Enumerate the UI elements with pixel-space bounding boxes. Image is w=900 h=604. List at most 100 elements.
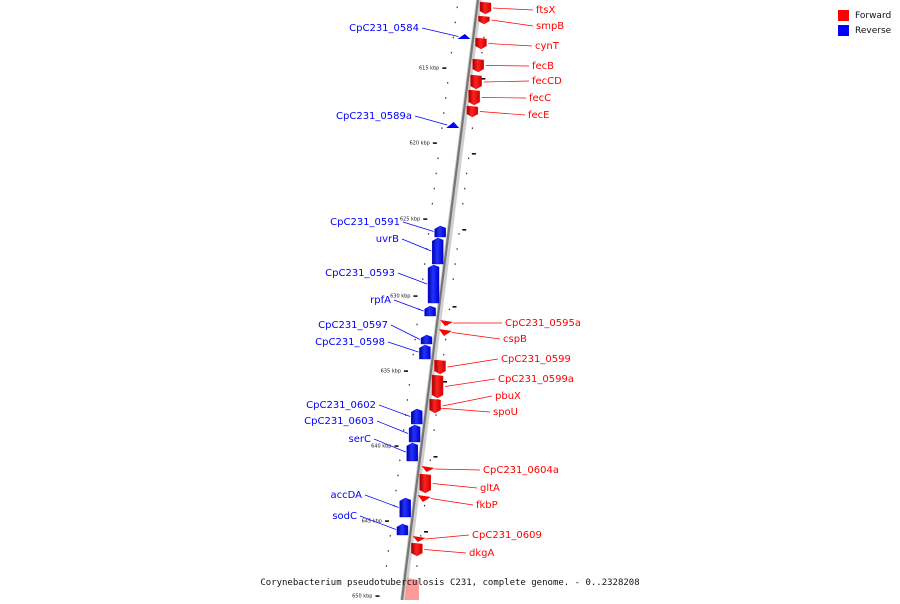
gene-cpc231-0609[interactable]: CpC231_0609 [412,530,542,542]
gene-feature[interactable] [478,15,490,25]
gene-cpc231-0584[interactable]: CpC231_0584 [349,23,471,39]
gene-feature[interactable] [419,344,431,360]
gene-label[interactable]: CpC231_0591 [330,217,400,228]
gene-cpc231-0593[interactable]: CpC231_0593 [325,264,440,304]
gene-ftsx[interactable]: ftsX [479,1,555,16]
gene-feature[interactable] [434,359,446,375]
gene-label[interactable]: ftsX [536,5,555,16]
gene-feature[interactable] [468,89,480,106]
gene-feccd[interactable]: fecCD [470,74,563,90]
gene-feature[interactable] [408,424,421,443]
gene-feature[interactable] [434,225,446,238]
gene-feature[interactable] [431,374,444,399]
gene-fkbp[interactable]: fkbP [417,495,498,511]
gene-label[interactable]: fkbP [476,500,498,511]
gene-feature[interactable] [411,408,423,425]
gene-feature[interactable] [432,237,444,265]
gene-label[interactable]: CpC231_0599a [498,374,574,385]
gene-leader-line [390,324,421,340]
gene-leader-line [421,27,459,37]
gene-label[interactable]: CpC231_0604a [483,465,559,476]
gene-label[interactable]: accDA [331,490,363,501]
gene-sodc[interactable]: sodC [332,511,409,536]
gene-cpc231-0597[interactable]: CpC231_0597 [318,320,433,345]
gene-cpc231-0591[interactable]: CpC231_0591 [330,217,446,238]
gene-features[interactable]: ftsX smpB CpC231_0584 cynT fecB fecCD fecC fecE… [304,1,581,600]
gene-feature[interactable] [475,37,487,50]
gene-label[interactable]: fecCD [532,76,562,87]
gene-cpc231-0589a[interactable]: CpC231_0589a [336,111,460,128]
gene-cpc231-0602[interactable]: CpC231_0602 [306,400,423,425]
gene-feature[interactable] [470,74,482,90]
gene-pbux[interactable]: pbuX [429,391,521,414]
gene-label[interactable]: gltA [480,483,500,494]
gene-spou[interactable]: spoU [438,407,518,418]
gene-label[interactable]: smpB [536,21,564,32]
gene-label[interactable]: CpC231_0603 [304,416,374,427]
gene-serc[interactable]: serC [349,434,418,462]
gene-label[interactable]: CpC231_0593 [325,268,395,279]
gene-accda[interactable]: accDA [331,490,411,518]
gene-cynt[interactable]: cynT [475,37,560,52]
gene-cspb[interactable]: cspB [438,329,527,345]
gene-feature[interactable] [399,497,411,518]
gene-feature[interactable] [440,320,454,326]
gene-label[interactable]: rpfA [370,295,391,306]
gene-label[interactable]: CpC231_0609 [472,530,542,541]
gene-label[interactable]: spoU [493,407,518,418]
gene-feature[interactable] [429,398,441,414]
gene-label[interactable]: pbuX [495,391,521,402]
gene-feature[interactable] [421,466,435,472]
gene-cpc231-0599a[interactable]: CpC231_0599a [431,374,574,399]
gene-feature[interactable] [424,305,436,317]
gene-fecb[interactable]: fecB [472,58,554,73]
gene-cpc231-0604a[interactable]: CpC231_0604a [421,465,559,476]
gene-label[interactable]: cspB [503,334,527,345]
gene-feature[interactable] [419,473,431,494]
gene-label[interactable]: dkgA [469,548,494,559]
gene-rpfa[interactable]: rpfA [370,295,436,317]
gene-label[interactable]: CpC231_0597 [318,320,388,331]
gene-cpc231-0603[interactable]: CpC231_0603 [304,416,421,443]
gene-label[interactable]: uvrB [376,234,399,245]
gene-feature[interactable] [411,542,423,557]
gene-fece[interactable]: fecE [466,105,550,121]
gene-feature[interactable] [479,1,492,15]
gene-feature[interactable] [438,329,452,336]
gene-dkga[interactable]: dkgA [411,542,494,559]
gene-glta[interactable]: gltA [419,473,500,494]
gene-label[interactable]: CpC231_0602 [306,400,376,411]
gene-cpc231-0595a[interactable]: CpC231_0595a [440,318,581,329]
gene-label[interactable]: CpC231_0595a [505,318,581,329]
gene-feature[interactable] [466,105,479,118]
gene-feature[interactable] [396,523,409,536]
gene-feature[interactable] [417,495,431,502]
gene-label[interactable]: CpC231_0584 [349,23,419,34]
gene-feature-partial[interactable] [405,578,419,600]
gene-feature[interactable] [457,34,471,39]
gene-fecc[interactable]: fecC [468,89,552,106]
gene-label[interactable]: fecB [532,61,554,72]
gene-label[interactable]: cynT [535,41,560,52]
gene-label[interactable]: fecC [529,93,551,104]
gene-cpc231-0599[interactable]: CpC231_0599 [434,354,571,375]
gene-feature[interactable] [412,536,426,542]
gene-label[interactable]: CpC231_0599 [501,354,571,365]
major-tick [385,520,390,522]
gene-feature[interactable] [420,334,433,345]
gene-label[interactable]: fecE [528,110,550,121]
gene-label[interactable]: CpC231_0589a [336,111,412,122]
gene-leader-line [447,358,499,368]
gene-label[interactable]: CpC231_0598 [315,337,385,348]
gene-feature[interactable] [406,442,418,462]
gene-cpc231-0598[interactable]: CpC231_0598 [315,337,431,360]
gene-feature[interactable] [472,58,484,73]
gene-uvrb[interactable]: uvrB [376,234,444,265]
gene-label[interactable]: serC [349,434,371,445]
gene-label[interactable]: sodC [332,511,357,522]
gene-smpb[interactable]: smpB [478,15,564,32]
gene-feature[interactable] [446,122,460,128]
gene-feature[interactable] [427,264,440,304]
